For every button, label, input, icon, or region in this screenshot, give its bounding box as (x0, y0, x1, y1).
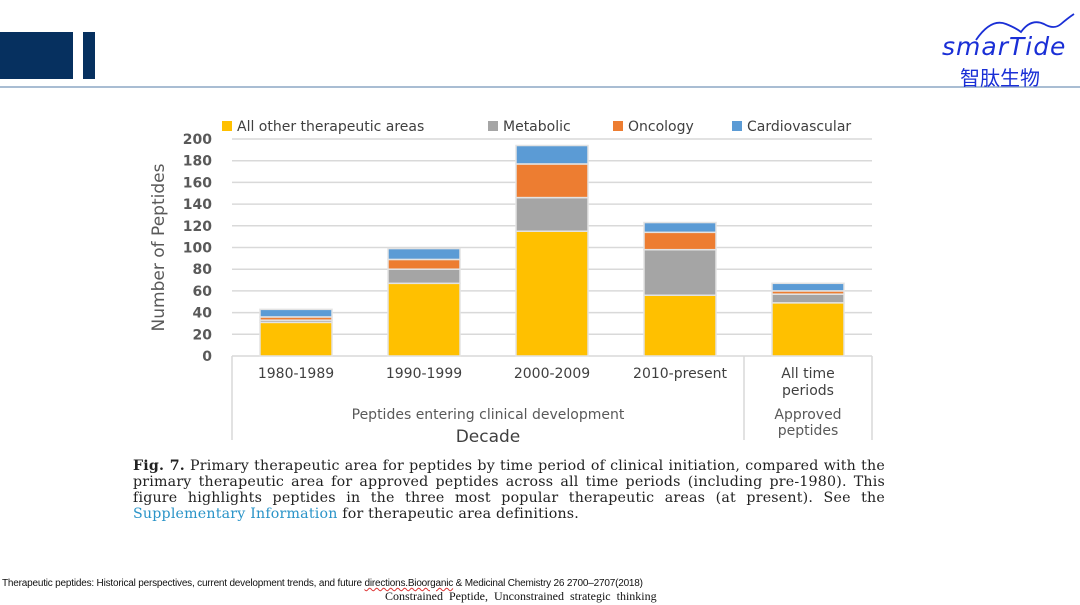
legend-swatch (222, 121, 232, 131)
header-accent-bar (83, 32, 95, 79)
reference-citation: Therapeutic peptides: Historical perspec… (2, 578, 643, 589)
bar-segment (387, 247, 461, 261)
bar-segment (259, 321, 333, 357)
y-tick-label: 200 (183, 132, 212, 148)
reference-details: & Medicinal Chemistry 26 2700–2707(2018) (453, 578, 643, 589)
supplementary-link[interactable]: Supplementary Information (133, 506, 338, 522)
legend-swatch (613, 121, 623, 131)
x-tick-label: 1990-1999 (386, 366, 462, 382)
x-tick-label: 2000-2009 (514, 366, 590, 382)
y-tick-label: 180 (183, 154, 212, 170)
logo-text: smarTide (942, 32, 1067, 61)
x-tick-label: 2010-present (633, 366, 727, 382)
legend-swatch (732, 121, 742, 131)
bar-segment (515, 230, 589, 357)
chart-svg: 0 20 40 60 80 100 120 140 160 180 200 Number of Pep… (149, 119, 873, 447)
x-tick-label: 1980-1989 (258, 366, 334, 382)
header-divider (0, 86, 1080, 88)
bar-segment (643, 248, 717, 296)
header-accent-block (0, 32, 73, 79)
y-tick-label: 60 (193, 284, 213, 300)
reference-journal: directions.Bioorganic (364, 578, 454, 589)
y-tick-label: 80 (193, 262, 213, 278)
company-logo: smarTide 智肽生物 (936, 10, 1076, 90)
bar-segment (387, 268, 461, 285)
y-tick-label: 120 (183, 219, 212, 235)
bar-segment (771, 293, 845, 304)
y-tick-label: 0 (202, 349, 212, 365)
bar-segment (387, 258, 461, 270)
x-tick-label: All time (781, 366, 834, 382)
bar-segment (515, 196, 589, 232)
reference-text: Therapeutic peptides: Historical perspec… (2, 578, 365, 589)
bar-segment (771, 282, 845, 292)
bar-segment (643, 231, 717, 251)
tagline: Constrained Peptide, Unconstrained strat… (385, 589, 657, 603)
figure-label: Fig. 7. (133, 458, 185, 474)
y-tick-label: 140 (183, 197, 212, 213)
x-axis-label: Decade (456, 427, 521, 447)
bar-segment (259, 308, 333, 318)
bar-segment (643, 221, 717, 234)
caption-text-end: for therapeutic area definitions. (337, 506, 579, 522)
y-tick-label: 100 (183, 241, 212, 257)
y-tick-label: 40 (193, 306, 213, 322)
stacked-bar-chart: 0 20 40 60 80 100 120 140 160 180 200 Number of Pep… (140, 110, 890, 450)
legend-label: Cardiovascular (747, 119, 851, 135)
legend-label: Oncology (628, 119, 694, 135)
bar-segment (515, 163, 589, 199)
group-label: Peptides entering clinical development (352, 407, 625, 423)
bar-segment (771, 302, 845, 357)
caption-text: Primary therapeutic area for peptides by… (133, 458, 885, 506)
group-label: Approved (774, 407, 841, 423)
wave-icon (975, 13, 1075, 41)
y-axis-label: Number of Peptides (149, 163, 169, 331)
y-tick-label: 160 (183, 175, 212, 191)
figure-caption: Fig. 7. Primary therapeutic area for pep… (133, 458, 885, 522)
x-tick-label: periods (782, 383, 834, 399)
legend-swatch (488, 121, 498, 131)
legend-label: All other therapeutic areas (237, 119, 424, 135)
bar-segment (387, 282, 461, 357)
logo-chinese-text: 智肽生物 (960, 66, 1040, 90)
group-label: peptides (778, 423, 839, 439)
y-tick-label: 20 (193, 327, 213, 343)
legend-label: Metabolic (503, 119, 571, 135)
bar-segment (643, 294, 717, 357)
bar-segment (515, 144, 589, 165)
